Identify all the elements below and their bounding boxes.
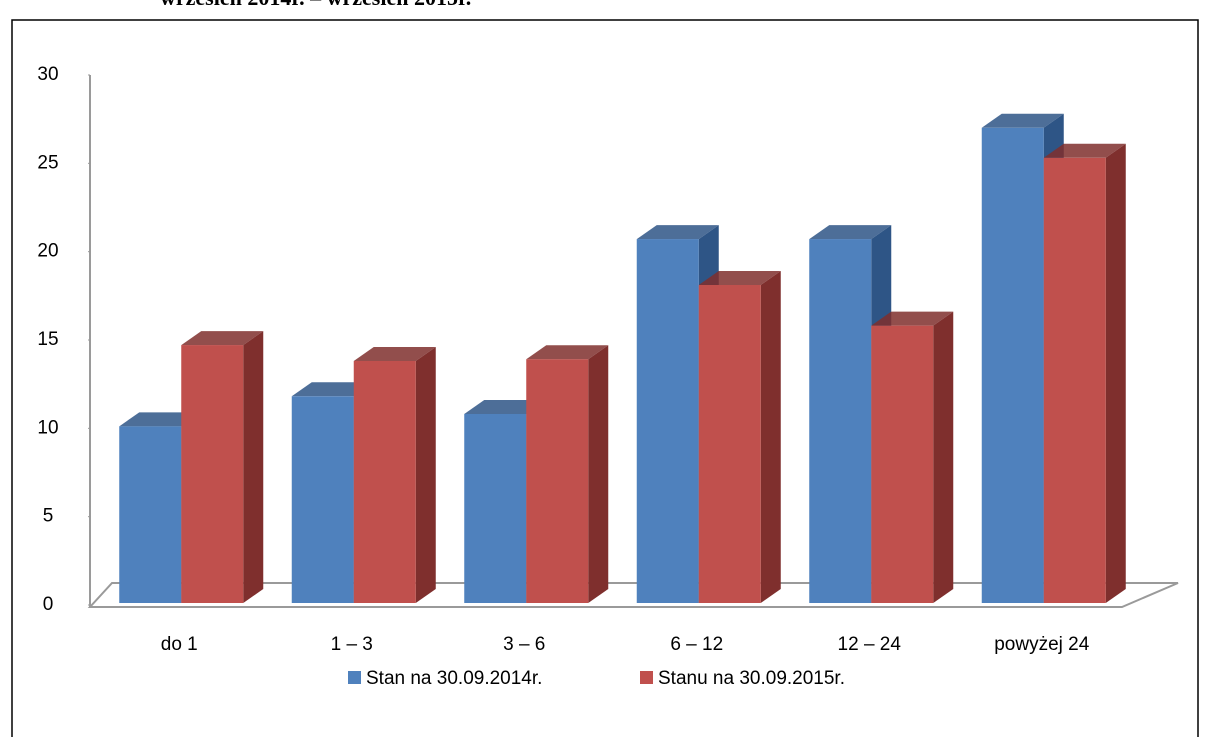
bar-side bbox=[760, 271, 781, 603]
bar bbox=[636, 239, 699, 604]
bar bbox=[809, 239, 872, 604]
bar bbox=[698, 285, 761, 603]
x-tick-label: 6 – 12 bbox=[670, 634, 723, 655]
bar-top bbox=[871, 311, 954, 326]
bar-side bbox=[1105, 143, 1126, 604]
bar-top bbox=[353, 346, 436, 361]
bar-top bbox=[981, 113, 1064, 128]
bar-top bbox=[636, 225, 719, 240]
bar-top bbox=[1043, 143, 1126, 158]
bar bbox=[526, 359, 589, 603]
y-tick-label: 20 bbox=[37, 241, 58, 262]
y-tick-label: 0 bbox=[43, 594, 54, 615]
bar-top bbox=[291, 382, 374, 397]
bar-top bbox=[809, 225, 892, 240]
bar-top bbox=[464, 399, 547, 414]
x-tick-label: do 1 bbox=[161, 634, 198, 655]
bar-side bbox=[588, 345, 609, 603]
y-tick-label: 10 bbox=[37, 417, 58, 438]
x-tick-label: 12 – 24 bbox=[838, 634, 902, 655]
bar-top bbox=[119, 412, 202, 427]
chart-title: wrzesień 2014r. – wrzesień 2015r. bbox=[160, 0, 471, 10]
x-tick-label: 1 – 3 bbox=[331, 634, 373, 655]
legend-swatch bbox=[348, 671, 361, 684]
y-tick-label: 15 bbox=[37, 329, 58, 350]
bar bbox=[981, 127, 1044, 604]
x-tick-label: powyżej 24 bbox=[994, 634, 1089, 655]
x-tick-label: 3 – 6 bbox=[503, 634, 545, 655]
bar-side bbox=[415, 346, 436, 603]
bar-side bbox=[243, 331, 264, 603]
bar-top bbox=[526, 345, 609, 360]
bar bbox=[119, 426, 182, 603]
bar-side bbox=[933, 311, 954, 603]
bar bbox=[1043, 157, 1106, 604]
bar bbox=[871, 325, 934, 603]
bar-top bbox=[181, 331, 264, 346]
bar bbox=[464, 413, 527, 603]
bar bbox=[291, 396, 354, 603]
y-tick-label: 5 bbox=[43, 506, 54, 527]
bar bbox=[353, 360, 416, 603]
legend-swatch bbox=[640, 671, 653, 684]
y-tick-label: 30 bbox=[37, 64, 58, 85]
legend-label: Stanu na 30.09.2015r. bbox=[658, 668, 845, 689]
bar-top bbox=[698, 271, 781, 285]
bar bbox=[181, 345, 244, 603]
legend-label: Stan na 30.09.2014r. bbox=[366, 668, 542, 689]
y-tick-label: 25 bbox=[37, 152, 58, 173]
